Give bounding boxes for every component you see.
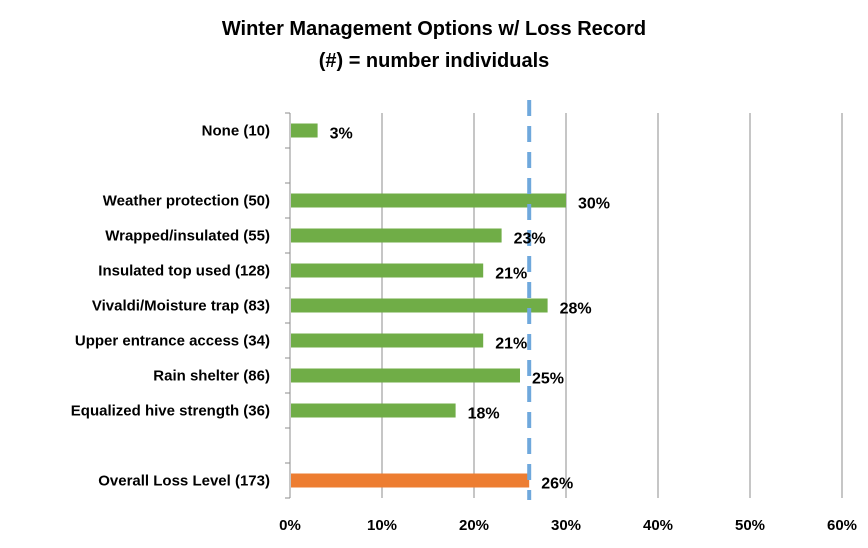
bar [291, 368, 520, 383]
chart-subtitle: (#) = number individuals [318, 50, 550, 72]
x-tick-label: 40% [643, 517, 673, 534]
bar [291, 228, 502, 243]
category-label: Insulated top used (128) [98, 263, 270, 280]
data-label: 26% [541, 476, 573, 493]
x-tick-label: 20% [459, 517, 489, 534]
bar [291, 298, 548, 313]
data-label: 23% [514, 231, 546, 248]
category-label: Rain shelter (86) [153, 368, 270, 385]
data-label: 21% [495, 336, 527, 353]
x-tick-label: 30% [551, 517, 581, 534]
category-label: Overall Loss Level (173) [98, 473, 270, 490]
data-label: 18% [468, 406, 500, 423]
category-label: Wrapped/insulated (55) [105, 228, 270, 245]
bar [291, 473, 530, 488]
category-label: None (10) [202, 123, 270, 140]
chart-title: Winter Management Options w/ Loss Record [221, 18, 647, 40]
bar [291, 263, 484, 278]
x-tick-label: 0% [279, 517, 301, 534]
bar [291, 123, 318, 138]
bar [291, 403, 456, 418]
data-label: 3% [330, 126, 353, 143]
data-label: 28% [560, 301, 592, 318]
data-label: 30% [578, 196, 610, 213]
bar [291, 333, 484, 348]
category-label: Vivaldi/Moisture trap (83) [92, 298, 270, 315]
data-label: 21% [495, 266, 527, 283]
data-label: 25% [532, 371, 564, 388]
x-tick-label: 50% [735, 517, 765, 534]
category-label: Equalized hive strength (36) [71, 403, 270, 420]
category-label: Weather protection (50) [103, 193, 270, 210]
x-tick-label: 10% [367, 517, 397, 534]
category-label: Upper entrance access (34) [75, 333, 270, 350]
x-tick-label: 60% [827, 517, 857, 534]
bar [291, 193, 566, 208]
